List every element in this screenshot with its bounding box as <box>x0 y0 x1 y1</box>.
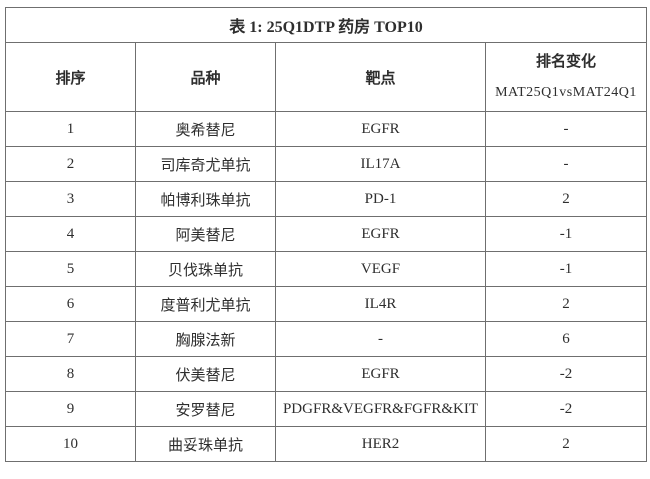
table-row: 10 曲妥珠单抗 HER2 2 <box>5 426 647 462</box>
table-row: 5 贝伐珠单抗 VEGF -1 <box>5 251 647 287</box>
rank-cell: 8 <box>5 356 136 392</box>
change-cell: 2 <box>485 181 647 217</box>
rank-cell: 6 <box>5 286 136 322</box>
change-cell: 2 <box>485 286 647 322</box>
target-cell: PDGFR&VEGFR&FGFR&KIT <box>275 391 486 427</box>
rank-change-period: MAT25Q1vsMAT24Q1 <box>495 85 637 100</box>
table-row: 4 阿美替尼 EGFR -1 <box>5 216 647 252</box>
table-row: 9 安罗替尼 PDGFR&VEGFR&FGFR&KIT -2 <box>5 391 647 427</box>
rank-cell: 1 <box>5 111 136 147</box>
change-cell: -2 <box>485 391 647 427</box>
target-cell: IL4R <box>275 286 486 322</box>
rank-cell: 9 <box>5 391 136 427</box>
column-header-target: 靶点 <box>275 42 486 112</box>
target-cell: HER2 <box>275 426 486 462</box>
target-cell: EGFR <box>275 216 486 252</box>
table-row: 3 帕博利珠单抗 PD-1 2 <box>5 181 647 217</box>
table-row: 8 伏美替尼 EGFR -2 <box>5 356 647 392</box>
header-row: 排序 品种 靶点 排名变化 MAT25Q1vsMAT24Q1 <box>5 42 647 112</box>
target-cell: - <box>275 321 486 357</box>
column-header-product: 品种 <box>135 42 276 112</box>
rank-change-label: 排名变化 <box>535 54 596 70</box>
table-title: 表 1: 25Q1DTP 药房 TOP10 <box>5 7 647 43</box>
change-cell: 2 <box>485 426 647 462</box>
product-cell: 司库奇尤单抗 <box>135 146 276 182</box>
product-cell: 胸腺法新 <box>135 321 276 357</box>
title-row: 表 1: 25Q1DTP 药房 TOP10 <box>5 7 647 43</box>
product-cell: 阿美替尼 <box>135 216 276 252</box>
target-cell: EGFR <box>275 356 486 392</box>
product-cell: 帕博利珠单抗 <box>135 181 276 217</box>
product-cell: 贝伐珠单抗 <box>135 251 276 287</box>
change-cell: -1 <box>485 251 647 287</box>
target-cell: EGFR <box>275 111 486 147</box>
rank-cell: 2 <box>5 146 136 182</box>
product-cell: 奥希替尼 <box>135 111 276 147</box>
column-header-rank-change: 排名变化 MAT25Q1vsMAT24Q1 <box>485 42 647 112</box>
dtp-top10-table: 表 1: 25Q1DTP 药房 TOP10 排序 品种 靶点 排名变化 MAT2… <box>5 7 647 462</box>
change-cell: -2 <box>485 356 647 392</box>
rank-cell: 7 <box>5 321 136 357</box>
change-cell: -1 <box>485 216 647 252</box>
target-cell: PD-1 <box>275 181 486 217</box>
table-row: 7 胸腺法新 - 6 <box>5 321 647 357</box>
target-cell: IL17A <box>275 146 486 182</box>
rank-cell: 3 <box>5 181 136 217</box>
product-cell: 伏美替尼 <box>135 356 276 392</box>
product-cell: 曲妥珠单抗 <box>135 426 276 462</box>
table-row: 6 度普利尤单抗 IL4R 2 <box>5 286 647 322</box>
table-row: 2 司库奇尤单抗 IL17A - <box>5 146 647 182</box>
rank-cell: 4 <box>5 216 136 252</box>
column-header-rank: 排序 <box>5 42 136 112</box>
rank-cell: 10 <box>5 426 136 462</box>
product-cell: 度普利尤单抗 <box>135 286 276 322</box>
target-cell: VEGF <box>275 251 486 287</box>
change-cell: - <box>485 111 647 147</box>
table-row: 1 奥希替尼 EGFR - <box>5 111 647 147</box>
change-cell: - <box>485 146 647 182</box>
product-cell: 安罗替尼 <box>135 391 276 427</box>
rank-cell: 5 <box>5 251 136 287</box>
change-cell: 6 <box>485 321 647 357</box>
